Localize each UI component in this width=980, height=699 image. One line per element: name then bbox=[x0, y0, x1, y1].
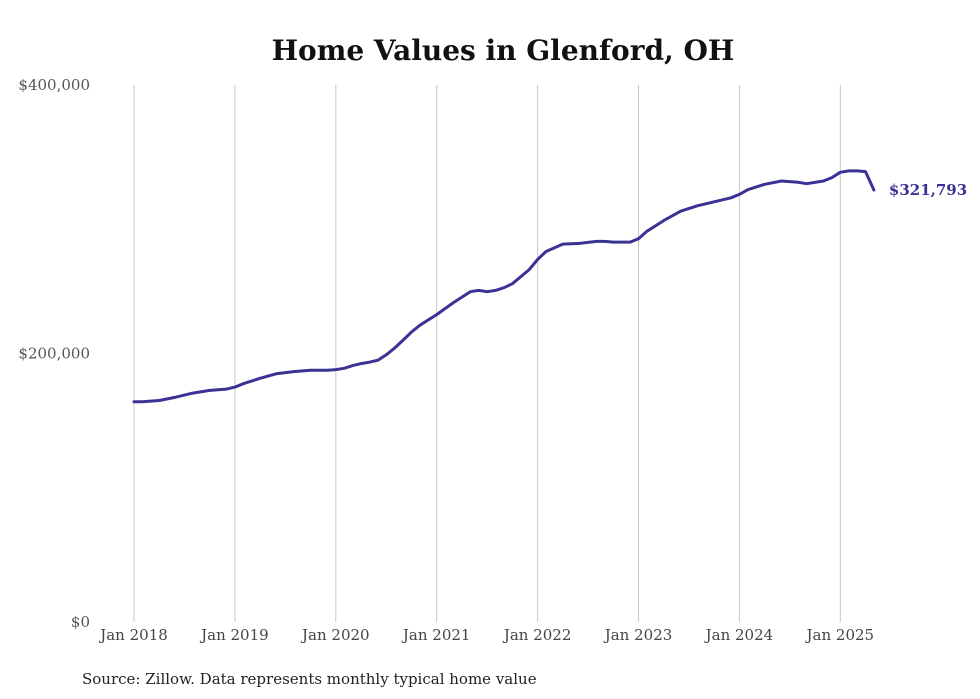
y-tick-label: $400,000 bbox=[18, 76, 90, 94]
x-tick-label: Jan 2024 bbox=[704, 626, 774, 644]
x-tick-label: Jan 2018 bbox=[98, 626, 168, 644]
series-line bbox=[132, 169, 876, 404]
chart-title: Home Values in Glenford, OH bbox=[272, 34, 735, 67]
source-note: Source: Zillow. Data represents monthly … bbox=[82, 670, 537, 688]
x-tick-label: Jan 2022 bbox=[502, 626, 572, 644]
x-tick-label: Jan 2019 bbox=[199, 626, 269, 644]
x-tick-label: Jan 2020 bbox=[300, 626, 370, 644]
x-tick-label: Jan 2023 bbox=[603, 626, 673, 644]
y-axis-ticks: $0 $200,000 $400,000 bbox=[18, 76, 90, 631]
gridlines bbox=[133, 85, 841, 622]
y-tick-label: $200,000 bbox=[18, 345, 90, 363]
end-value-label: $321,793 bbox=[889, 181, 967, 199]
y-tick-label: $0 bbox=[71, 613, 90, 631]
x-tick-label: Jan 2025 bbox=[805, 626, 875, 644]
x-axis-ticks: Jan 2018 Jan 2019 Jan 2020 Jan 2021 Jan 2022… bbox=[98, 626, 874, 644]
x-tick-label: Jan 2021 bbox=[401, 626, 471, 644]
